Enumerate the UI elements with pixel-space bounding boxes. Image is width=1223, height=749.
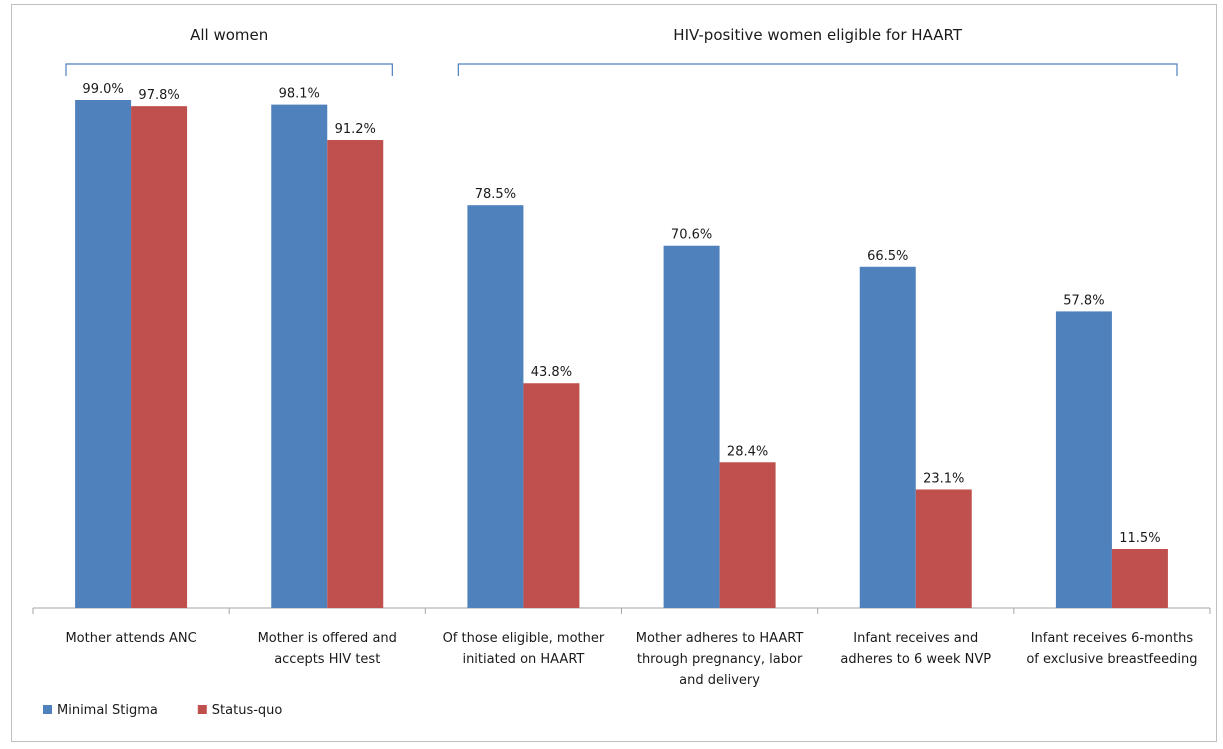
- data-label: 97.8%: [138, 88, 179, 103]
- bar-status-quo: [327, 140, 384, 609]
- x-tick-label: Mother attends ANC: [65, 631, 196, 646]
- x-tick-label: of exclusive breastfeeding: [1026, 652, 1197, 667]
- data-label: 28.4%: [727, 444, 768, 459]
- group-bracket: [457, 63, 1178, 76]
- x-tick-label: through pregnancy, labor: [637, 652, 803, 667]
- legend-label: Minimal Stigma: [57, 703, 158, 718]
- data-label: 78.5%: [475, 187, 516, 202]
- group-label: All women: [190, 26, 268, 44]
- bar-status-quo: [131, 106, 188, 608]
- data-label: 70.6%: [671, 228, 712, 243]
- x-tick-label: Mother is offered and: [258, 631, 397, 646]
- bar-minimal-stigma: [271, 104, 328, 609]
- data-label: 57.8%: [1063, 293, 1104, 308]
- group-label: HIV-positive women eligible for HAART: [673, 26, 963, 44]
- group-bracket: [65, 63, 393, 76]
- data-label: 43.8%: [531, 365, 572, 380]
- x-tick-label: and delivery: [679, 673, 760, 688]
- bar-minimal-stigma: [75, 100, 132, 608]
- data-label: 11.5%: [1119, 531, 1160, 546]
- data-label: 99.0%: [82, 82, 123, 97]
- bar-status-quo: [719, 462, 776, 608]
- chart-frame: [11, 4, 1217, 742]
- bar-minimal-stigma: [859, 266, 916, 608]
- x-tick-label: Of those eligible, mother: [443, 631, 605, 646]
- data-label: 23.1%: [923, 471, 964, 486]
- x-tick-label: Infant receives and: [853, 631, 978, 646]
- legend-swatch: [43, 705, 52, 714]
- legend-label: Status-quo: [212, 703, 283, 718]
- data-label: 98.1%: [279, 87, 320, 102]
- bar-minimal-stigma: [663, 245, 720, 608]
- data-label: 91.2%: [335, 122, 376, 137]
- x-tick-label: adheres to 6 week NVP: [840, 652, 991, 667]
- legend-swatch: [197, 705, 207, 714]
- bar-minimal-stigma: [467, 205, 524, 608]
- bar-status-quo: [523, 383, 580, 608]
- data-label: 66.5%: [867, 249, 908, 264]
- x-tick-label: Infant receives 6-months: [1031, 631, 1194, 646]
- x-tick-label: Mother adheres to HAART: [636, 631, 804, 646]
- bar-minimal-stigma: [1055, 311, 1112, 608]
- x-tick-label: initiated on HAART: [462, 652, 584, 667]
- bar-status-quo: [1111, 548, 1168, 608]
- x-tick-label: accepts HIV test: [274, 652, 380, 667]
- bar-status-quo: [915, 489, 972, 608]
